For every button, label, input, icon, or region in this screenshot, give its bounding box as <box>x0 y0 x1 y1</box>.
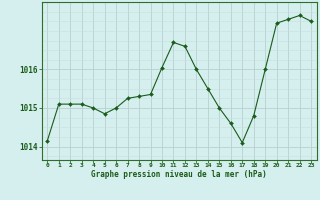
X-axis label: Graphe pression niveau de la mer (hPa): Graphe pression niveau de la mer (hPa) <box>91 170 267 179</box>
